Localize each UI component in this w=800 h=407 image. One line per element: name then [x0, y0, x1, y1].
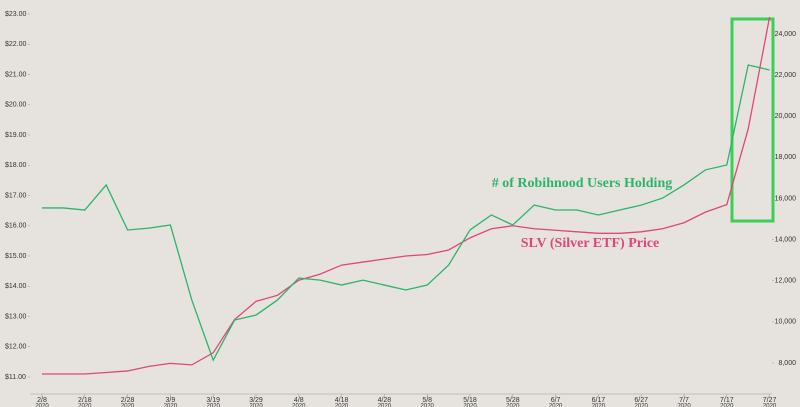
y-tick-label: $23.00 [5, 11, 27, 18]
y-tick-label: $22.00 [5, 41, 27, 48]
y-tick-label: $14.00 [5, 283, 27, 290]
y-tick-label: $20.00 [5, 102, 27, 109]
y-tick-label: $19.00 [5, 132, 27, 139]
series-line [42, 64, 770, 362]
y2-tick-label: 14,000 [775, 236, 797, 243]
x-tick-label: 4/28 [378, 397, 392, 404]
x-tick-year: 2020 [292, 404, 306, 407]
x-tick-label: 6/27 [634, 397, 648, 404]
x-tick-year: 2020 [249, 404, 263, 407]
x-tick-year: 2020 [677, 404, 691, 407]
x-tick-label: 5/8 [422, 397, 432, 404]
highlight-box [730, 17, 775, 223]
y2-tick-label: 20,000 [775, 113, 797, 120]
x-tick-year: 2020 [635, 404, 649, 407]
x-tick-year: 2020 [207, 404, 221, 407]
x-tick-year: 2020 [35, 404, 49, 407]
x-tick-year: 2020 [720, 404, 734, 407]
x-tick-label: 7/17 [720, 397, 734, 404]
y-tick-label: $16.00 [5, 223, 27, 230]
y-tick-label: $21.00 [5, 71, 27, 78]
y-tick-label: $12.00 [5, 344, 27, 351]
annotation: SLV (Silver ETF) Price [521, 236, 660, 251]
y2-tick-label: 8,000 [778, 360, 796, 367]
x-tick-label: 4/8 [294, 397, 304, 404]
x-tick-year: 2020 [549, 404, 563, 407]
x-tick-label: 7/7 [679, 397, 689, 404]
y-tick-label: $18.00 [5, 162, 27, 169]
y2-tick-label: 22,000 [775, 72, 797, 79]
y-tick-label: $11.00 [5, 374, 26, 381]
x-tick-label: 3/29 [249, 397, 263, 404]
x-tick-label: 5/28 [506, 397, 520, 404]
x-tick-label: 7/27 [763, 397, 777, 404]
x-tick-label: 3/19 [206, 397, 220, 404]
x-tick-year: 2020 [421, 404, 435, 407]
x-tick-label: 3/9 [166, 397, 176, 404]
x-tick-year: 2020 [78, 404, 92, 407]
y2-tick-label: 16,000 [775, 195, 797, 202]
y2-tick-label: 18,000 [775, 154, 797, 161]
x-tick-label: 5/18 [463, 397, 477, 404]
x-tick-label: 6/7 [551, 397, 561, 404]
x-tick-year: 2020 [335, 404, 349, 407]
y-tick-label: $15.00 [5, 253, 27, 260]
x-tick-year: 2020 [121, 404, 135, 407]
y2-tick-label: 10,000 [775, 319, 797, 326]
y-tick-label: $17.00 [5, 192, 27, 199]
x-tick-label: 6/17 [592, 397, 606, 404]
x-tick-label: 4/18 [335, 397, 349, 404]
x-tick-label: 2/18 [78, 397, 92, 404]
x-tick-label: 2/8 [37, 397, 47, 404]
annotation: # of Robihnood Users Holding [492, 176, 672, 191]
y2-tick-label: 24,000 [775, 31, 797, 38]
series-line [42, 16, 771, 375]
x-tick-year: 2020 [378, 404, 392, 407]
x-tick-year: 2020 [463, 404, 477, 407]
x-tick-label: 2/28 [121, 397, 135, 404]
x-tick-year: 2020 [164, 404, 178, 407]
x-tick-year: 2020 [506, 404, 520, 407]
y-tick-label: $13.00 [5, 313, 27, 320]
y2-tick-label: 12,000 [775, 278, 797, 285]
x-tick-year: 2020 [763, 404, 777, 407]
x-tick-year: 2020 [592, 404, 606, 407]
